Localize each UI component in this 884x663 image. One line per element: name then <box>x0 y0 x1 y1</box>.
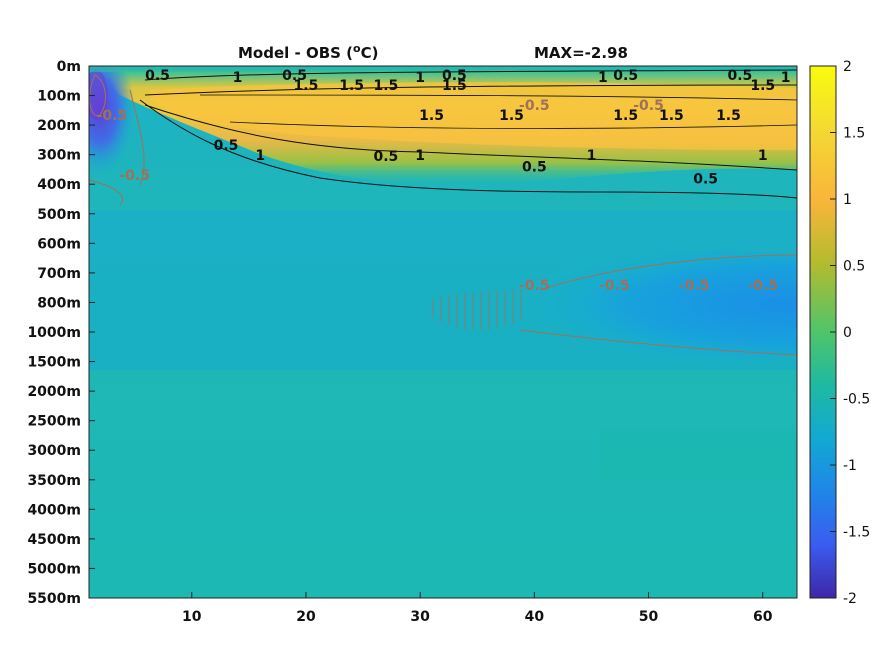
contour-label: 1 <box>781 70 791 86</box>
contour-label: 1.5 <box>442 78 467 94</box>
contour-label: 0.5 <box>613 68 638 84</box>
contour-label: 1.5 <box>294 78 319 94</box>
x-tick-label: 50 <box>639 609 659 625</box>
contour-label: 1.5 <box>339 78 364 94</box>
y-tick-label: 100m <box>37 89 81 105</box>
contour-label: 0.5 <box>693 172 718 188</box>
contour-label: 1.5 <box>750 78 775 94</box>
contour-label: 1.5 <box>373 78 398 94</box>
x-tick-label: 30 <box>410 609 430 625</box>
contour-label: 0.5 <box>442 68 467 84</box>
contour-label: 1 <box>255 148 265 164</box>
colorbar-tick-label: 1 <box>843 192 852 208</box>
colorbar-tick-label: 1.5 <box>843 126 865 142</box>
x-axis: 10 20 30 40 50 60 <box>182 592 773 625</box>
x-tick-label: 20 <box>296 609 316 625</box>
contour-label: -0.5 <box>679 278 710 294</box>
x-tick-label: 40 <box>525 609 545 625</box>
y-tick-label: 200m <box>37 118 81 134</box>
contour-label: 1 <box>233 70 243 86</box>
chart-max-label: MAX=-2.98 <box>534 44 628 62</box>
contour-label: -0.5 <box>119 168 150 184</box>
contour-label: 1 <box>598 70 608 86</box>
y-tick-label: 3500m <box>27 473 81 489</box>
y-tick-label: 500m <box>37 207 81 223</box>
contour-label: -0.5 <box>747 278 778 294</box>
contour-label: 1.5 <box>716 108 741 124</box>
colorbar-tick-label: -2 <box>843 591 857 607</box>
contour-label: 0.5 <box>282 68 307 84</box>
y-tick-label: 1500m <box>27 355 81 371</box>
y-tick-label: 600m <box>37 236 81 252</box>
colorbar: 2 1.5 1 0.5 0 -0.5 -1 -1.5 -2 <box>809 59 870 607</box>
colorbar-tick-label: -0.5 <box>843 392 870 408</box>
y-tick-label: 800m <box>37 295 81 311</box>
contour-label: -0.5 <box>599 278 630 294</box>
y-tick-label: 300m <box>37 148 81 164</box>
contour-label: -0.5 <box>633 98 664 114</box>
colorbar-tick-label: 0.5 <box>843 259 865 275</box>
contour-label: -0.5 <box>97 108 128 124</box>
y-tick-label: 0m <box>57 59 81 75</box>
y-tick-label: 700m <box>37 266 81 282</box>
contour-label: 1.5 <box>499 108 524 124</box>
contour-label: -0.5 <box>519 98 550 114</box>
contour-label: -0.5 <box>519 278 550 294</box>
contour-label: 0.5 <box>373 149 398 165</box>
y-axis: 0m 100m 200m 300m 400m 500m 600m 700m 800m 1000m 1… <box>27 59 95 607</box>
contour-label: 0.5 <box>522 160 547 176</box>
y-tick-label: 4500m <box>27 532 81 548</box>
contour-label: 1 <box>587 148 597 164</box>
y-tick-label: 5000m <box>27 561 81 577</box>
heatmap-field <box>89 66 797 598</box>
contour-label: 1.5 <box>659 108 684 124</box>
contour-label: 1.5 <box>613 108 638 124</box>
y-tick-label: 3000m <box>27 443 81 459</box>
colorbar-tick-label: 2 <box>843 59 852 75</box>
colorbar-tick-label: -1.5 <box>843 525 870 541</box>
colorbar-tick-label: -1 <box>843 458 857 474</box>
contour-label: 0.5 <box>145 68 170 84</box>
y-tick-label: 2000m <box>27 384 81 400</box>
y-tick-label: 1000m <box>27 325 81 341</box>
contour-lines <box>89 69 797 356</box>
contour-label: 1 <box>415 70 425 86</box>
x-tick-label: 60 <box>753 609 773 625</box>
y-tick-label: 4000m <box>27 502 81 518</box>
colorbar-tick-label: 0 <box>843 325 852 341</box>
chart-title: Model - OBS (oC) <box>238 42 378 62</box>
contour-label: 1.5 <box>419 108 444 124</box>
contour-label: 1 <box>415 148 425 164</box>
y-tick-label: 5500m <box>27 591 81 607</box>
contour-label: 0.5 <box>727 68 752 84</box>
contour-label: 0.5 <box>214 138 239 154</box>
contour-label: 1 <box>758 148 768 164</box>
y-tick-label: 2500m <box>27 414 81 430</box>
x-tick-label: 10 <box>182 609 202 625</box>
y-tick-label: 400m <box>37 177 81 193</box>
